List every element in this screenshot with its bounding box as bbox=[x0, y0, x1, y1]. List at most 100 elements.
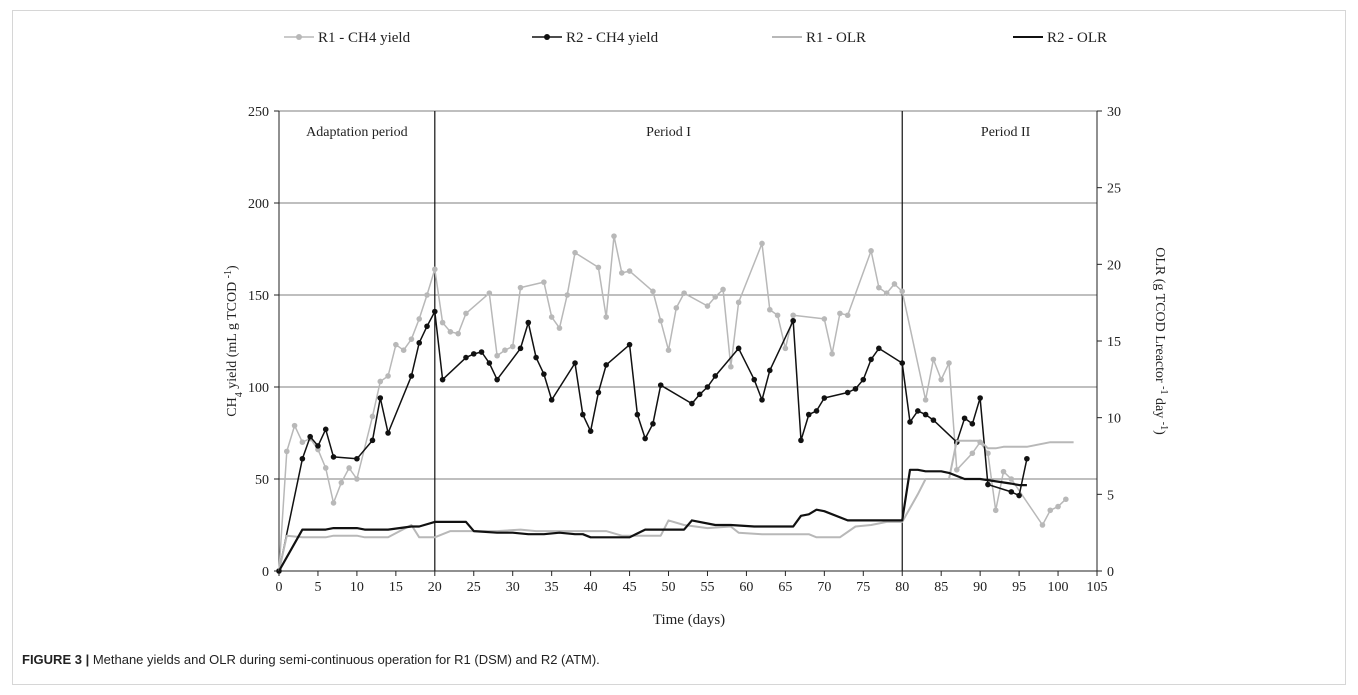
legend-marker-1 bbox=[544, 34, 550, 40]
y-axis-label-left: CH4 yield (mL g TCOD -1) bbox=[223, 265, 245, 417]
data-point bbox=[400, 347, 407, 354]
period-dividers: Adaptation period Period I Period II bbox=[306, 111, 1031, 571]
data-point bbox=[346, 465, 352, 471]
data-point bbox=[525, 319, 532, 326]
data-point bbox=[774, 312, 781, 319]
x-axis-label: Time (days) bbox=[653, 612, 725, 628]
data-point bbox=[626, 268, 633, 274]
data-point bbox=[330, 454, 337, 460]
data-point bbox=[852, 386, 859, 392]
data-point bbox=[447, 329, 454, 335]
x-tick-label: 0 bbox=[276, 580, 283, 595]
data-point bbox=[1039, 522, 1046, 528]
data-point bbox=[860, 376, 867, 383]
data-point bbox=[985, 450, 991, 457]
y-left-tick-label: 100 bbox=[248, 381, 269, 396]
data-point bbox=[953, 467, 960, 473]
x-tick-label: 55 bbox=[700, 580, 714, 595]
x-tick-label: 50 bbox=[662, 580, 676, 595]
x-tick-label: 65 bbox=[778, 580, 792, 595]
data-point bbox=[463, 310, 469, 317]
data-point bbox=[767, 306, 773, 313]
legend-label-1: R2 - CH4 yield bbox=[566, 30, 659, 46]
data-point bbox=[657, 382, 664, 388]
data-point bbox=[517, 345, 524, 352]
data-point bbox=[876, 284, 882, 291]
data-point bbox=[673, 305, 680, 311]
data-point bbox=[299, 455, 306, 462]
data-point bbox=[938, 376, 944, 383]
data-point bbox=[408, 336, 415, 342]
data-point bbox=[307, 433, 313, 440]
data-point bbox=[813, 408, 820, 414]
data-point bbox=[665, 347, 672, 354]
data-point bbox=[759, 240, 765, 247]
data-point bbox=[517, 284, 524, 291]
data-point bbox=[291, 422, 298, 429]
data-point bbox=[907, 419, 913, 425]
y-right-tick-label: 25 bbox=[1107, 182, 1121, 197]
data-point bbox=[798, 437, 804, 444]
data-point bbox=[891, 281, 898, 287]
y-right-tick-label: 30 bbox=[1107, 105, 1121, 120]
data-point bbox=[478, 349, 485, 355]
data-point bbox=[283, 448, 290, 455]
data-point bbox=[603, 362, 609, 368]
y-axis-label-right: OLR (g TCOD Lreactor -1 day -1) bbox=[1152, 247, 1170, 435]
x-tick-label: 80 bbox=[895, 580, 909, 595]
x-tick-label: 105 bbox=[1087, 580, 1108, 595]
data-point bbox=[681, 290, 687, 296]
y-right-tick-label: 20 bbox=[1107, 258, 1121, 273]
data-point bbox=[634, 411, 641, 418]
y-left-tick-label: 250 bbox=[248, 105, 269, 120]
y-right-tick-label: 0 bbox=[1107, 565, 1114, 580]
caption-label: FIGURE 3 | bbox=[22, 652, 90, 667]
data-point bbox=[408, 373, 415, 379]
data-point bbox=[354, 455, 360, 462]
x-tick-label: 95 bbox=[1012, 580, 1026, 595]
y-right-tick-label: 10 bbox=[1107, 412, 1121, 427]
data-point bbox=[759, 397, 765, 403]
data-point bbox=[587, 428, 594, 434]
data-point bbox=[790, 312, 796, 319]
figure-caption: FIGURE 3 | Methane yields and OLR during… bbox=[22, 652, 1322, 667]
x-tick-label: 70 bbox=[817, 580, 831, 595]
data-point bbox=[611, 233, 617, 239]
data-point bbox=[821, 316, 828, 322]
x-tick-label: 20 bbox=[428, 580, 442, 595]
data-point bbox=[595, 264, 602, 271]
data-point bbox=[439, 376, 446, 383]
x-tick-label: 40 bbox=[584, 580, 598, 595]
x-tick-label: 90 bbox=[973, 580, 987, 595]
data-point bbox=[946, 360, 952, 366]
data-point bbox=[486, 360, 493, 366]
y-left-tick-label: 200 bbox=[248, 197, 269, 212]
x-tick-label: 35 bbox=[545, 580, 559, 595]
data-point bbox=[704, 384, 711, 390]
data-point bbox=[494, 352, 500, 359]
data-point bbox=[322, 426, 329, 433]
data-point bbox=[564, 292, 571, 298]
data-point bbox=[533, 354, 539, 361]
data-point bbox=[338, 479, 345, 486]
data-point bbox=[969, 450, 976, 457]
legend-marker-0 bbox=[296, 34, 302, 40]
data-point bbox=[509, 343, 516, 350]
data-point bbox=[790, 317, 796, 324]
y-left-tick-label: 150 bbox=[248, 289, 269, 304]
legend: R1 - CH4 yield R2 - CH4 yield R1 - OLR R2 -… bbox=[284, 30, 1107, 46]
x-tick-label: 5 bbox=[314, 580, 321, 595]
data-point bbox=[961, 415, 968, 422]
data-point bbox=[548, 314, 555, 320]
data-point bbox=[1008, 476, 1015, 482]
series-line-2 bbox=[278, 439, 1074, 572]
data-point bbox=[432, 266, 438, 273]
data-point bbox=[416, 316, 423, 322]
x-tick-label: 85 bbox=[934, 580, 948, 595]
data-point bbox=[322, 465, 329, 471]
data-point bbox=[977, 395, 983, 401]
data-point bbox=[556, 325, 563, 331]
data-point bbox=[572, 360, 578, 366]
data-point bbox=[299, 439, 306, 446]
data-point bbox=[424, 292, 430, 298]
